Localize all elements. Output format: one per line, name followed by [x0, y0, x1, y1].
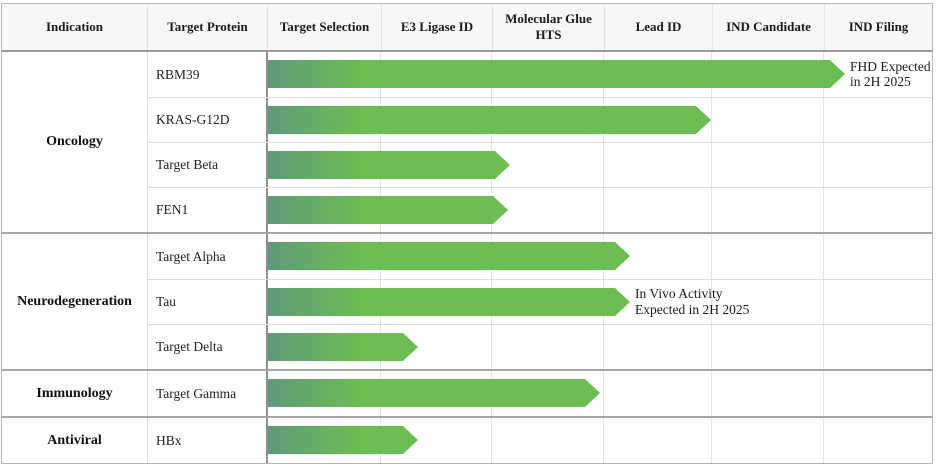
progress-arrow-bar — [268, 196, 508, 224]
indication-rows: HBx — [148, 418, 932, 463]
indication-label: Immunology — [2, 371, 148, 416]
header-target-selection: Target Selection — [268, 4, 382, 50]
stage-chart-cell: FHD Expected in 2H 2025 — [268, 52, 932, 97]
progress-arrow-bar — [268, 288, 630, 316]
header-lead-id: Lead ID — [605, 4, 713, 50]
target-row: Target Beta — [148, 142, 932, 187]
stage-chart-cell: In Vivo Activity Expected in 2H 2025 — [268, 280, 932, 324]
target-row: KRAS-G12D — [148, 97, 932, 142]
indication-rows: Target Gamma — [148, 371, 932, 416]
target-protein-label: HBx — [148, 418, 268, 463]
milestone-annotation: FHD Expected in 2H 2025 — [850, 58, 931, 90]
indication-rows: RBM39 FHD Expected in 2H 2025 KRAS-G12D … — [148, 52, 932, 232]
target-protein-label: KRAS-G12D — [148, 98, 268, 142]
target-protein-label: Target Delta — [148, 325, 268, 369]
header-e3-ligase-id: E3 Ligase ID — [382, 4, 493, 50]
header-molecular-glue-hts: Molecular Glue HTS — [493, 4, 605, 50]
milestone-annotation: In Vivo Activity Expected in 2H 2025 — [635, 286, 750, 317]
target-row: FEN1 — [148, 187, 932, 232]
indication-label: Antiviral — [2, 418, 148, 463]
target-row: Target Alpha — [148, 234, 932, 279]
stage-chart-cell — [268, 98, 932, 142]
pipeline-body: Oncology RBM39 FHD Expected in 2H 2025 K… — [2, 52, 932, 463]
indication-group: Neurodegeneration Target Alpha Tau In Vi… — [2, 232, 932, 369]
target-row: Tau In Vivo Activity Expected in 2H 2025 — [148, 279, 932, 324]
stage-chart-cell — [268, 418, 932, 463]
stage-chart-cell — [268, 371, 932, 416]
header-indication: Indication — [2, 4, 148, 50]
header-target-protein: Target Protein — [148, 4, 268, 50]
target-row: RBM39 FHD Expected in 2H 2025 — [148, 52, 932, 97]
indication-group: Antiviral HBx — [2, 416, 932, 463]
progress-arrow-bar — [268, 151, 510, 179]
stage-chart-cell — [268, 234, 932, 279]
indication-rows: Target Alpha Tau In Vivo Activity Expect… — [148, 234, 932, 369]
progress-arrow-bar — [268, 242, 630, 270]
indication-label: Oncology — [2, 52, 148, 232]
header-ind-filing: IND Filing — [848, 18, 909, 34]
progress-arrow-bar — [268, 379, 600, 407]
progress-arrow-bar — [268, 426, 418, 454]
progress-arrow-bar — [268, 106, 711, 134]
target-protein-label: Target Alpha — [148, 234, 268, 279]
target-protein-label: Target Beta — [148, 143, 268, 187]
indication-group: Oncology RBM39 FHD Expected in 2H 2025 K… — [2, 52, 932, 232]
stage-chart-cell — [268, 325, 932, 369]
progress-arrow-bar — [268, 60, 845, 88]
indication-group: Immunology Target Gamma — [2, 369, 932, 416]
stage-chart-cell — [268, 143, 932, 187]
target-protein-label: RBM39 — [148, 52, 268, 97]
indication-label: Neurodegeneration — [2, 234, 148, 369]
progress-arrow-bar — [268, 333, 418, 361]
pipeline-table: Indication Target Protein Target Selecti… — [1, 3, 933, 464]
target-protein-label: Tau — [148, 280, 268, 324]
target-row: HBx — [148, 418, 932, 463]
header-row: Indication Target Protein Target Selecti… — [2, 4, 932, 52]
header-ind-candidate: IND Candidate — [713, 4, 825, 50]
target-protein-label: Target Gamma — [148, 371, 268, 416]
target-row: Target Gamma — [148, 371, 932, 416]
stage-chart-cell — [268, 188, 932, 232]
target-row: Target Delta — [148, 324, 932, 369]
target-protein-label: FEN1 — [148, 188, 268, 232]
